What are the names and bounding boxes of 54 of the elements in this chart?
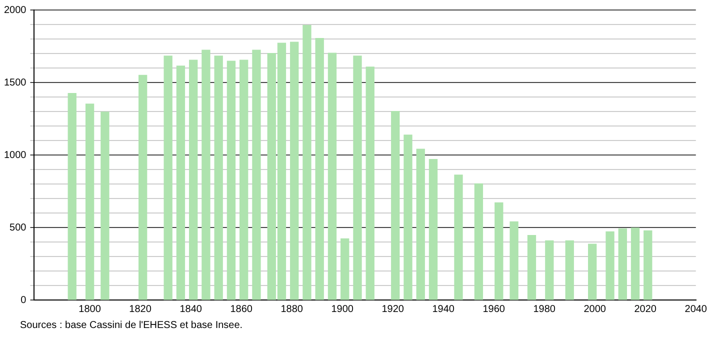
bar	[618, 228, 627, 300]
y-tick-label: 0	[20, 294, 27, 306]
bar	[290, 42, 299, 300]
y-tick-label: 1000	[4, 150, 27, 161]
x-tick-label: 1980	[533, 304, 556, 315]
bar	[366, 66, 374, 300]
bar	[340, 238, 350, 300]
y-tick-label: 500	[10, 222, 27, 234]
bar	[164, 56, 172, 300]
bar	[100, 112, 110, 300]
bar	[416, 148, 425, 300]
bar	[214, 56, 223, 300]
bar	[428, 159, 438, 300]
bar	[302, 25, 312, 300]
bar	[630, 228, 640, 300]
bar	[176, 66, 186, 300]
x-tick-label: 2000	[584, 304, 606, 315]
bar	[565, 240, 574, 300]
bar	[474, 183, 484, 300]
x-tick-label: 1940	[432, 304, 455, 315]
x-tick-label: 2040	[684, 304, 708, 315]
bar	[202, 50, 210, 300]
bar	[226, 60, 236, 300]
bar	[494, 202, 504, 300]
bar	[527, 235, 536, 300]
bar	[353, 56, 362, 300]
bar	[606, 231, 614, 300]
bar	[404, 134, 412, 300]
bar	[510, 221, 518, 300]
bar	[545, 240, 554, 300]
bar	[644, 230, 652, 300]
bar	[391, 111, 400, 300]
bar	[588, 244, 597, 300]
bar	[189, 60, 198, 300]
x-tick-label: 1920	[382, 304, 404, 315]
bar	[240, 60, 248, 300]
x-tick-label: 1800	[78, 304, 102, 315]
bar	[85, 104, 94, 300]
bar	[68, 93, 76, 300]
bar	[315, 38, 324, 300]
x-tick-label: 1820	[129, 304, 152, 315]
x-tick-label: 1860	[230, 304, 253, 315]
bar	[454, 174, 463, 300]
x-tick-label: 1900	[331, 304, 354, 315]
source-note: Sources : base Cassini de l'EHESS et base Insee.	[20, 320, 243, 331]
bar	[138, 74, 148, 300]
x-tick-label: 1960	[482, 304, 506, 315]
x-tick-label: 1880	[280, 304, 304, 315]
x-tick-label: 2020	[634, 304, 657, 315]
x-tick-label: 1840	[180, 304, 202, 315]
bar	[328, 52, 337, 300]
y-tick-label: 2000	[4, 4, 27, 16]
y-tick-label: 1500	[4, 77, 27, 88]
bar	[252, 50, 261, 300]
